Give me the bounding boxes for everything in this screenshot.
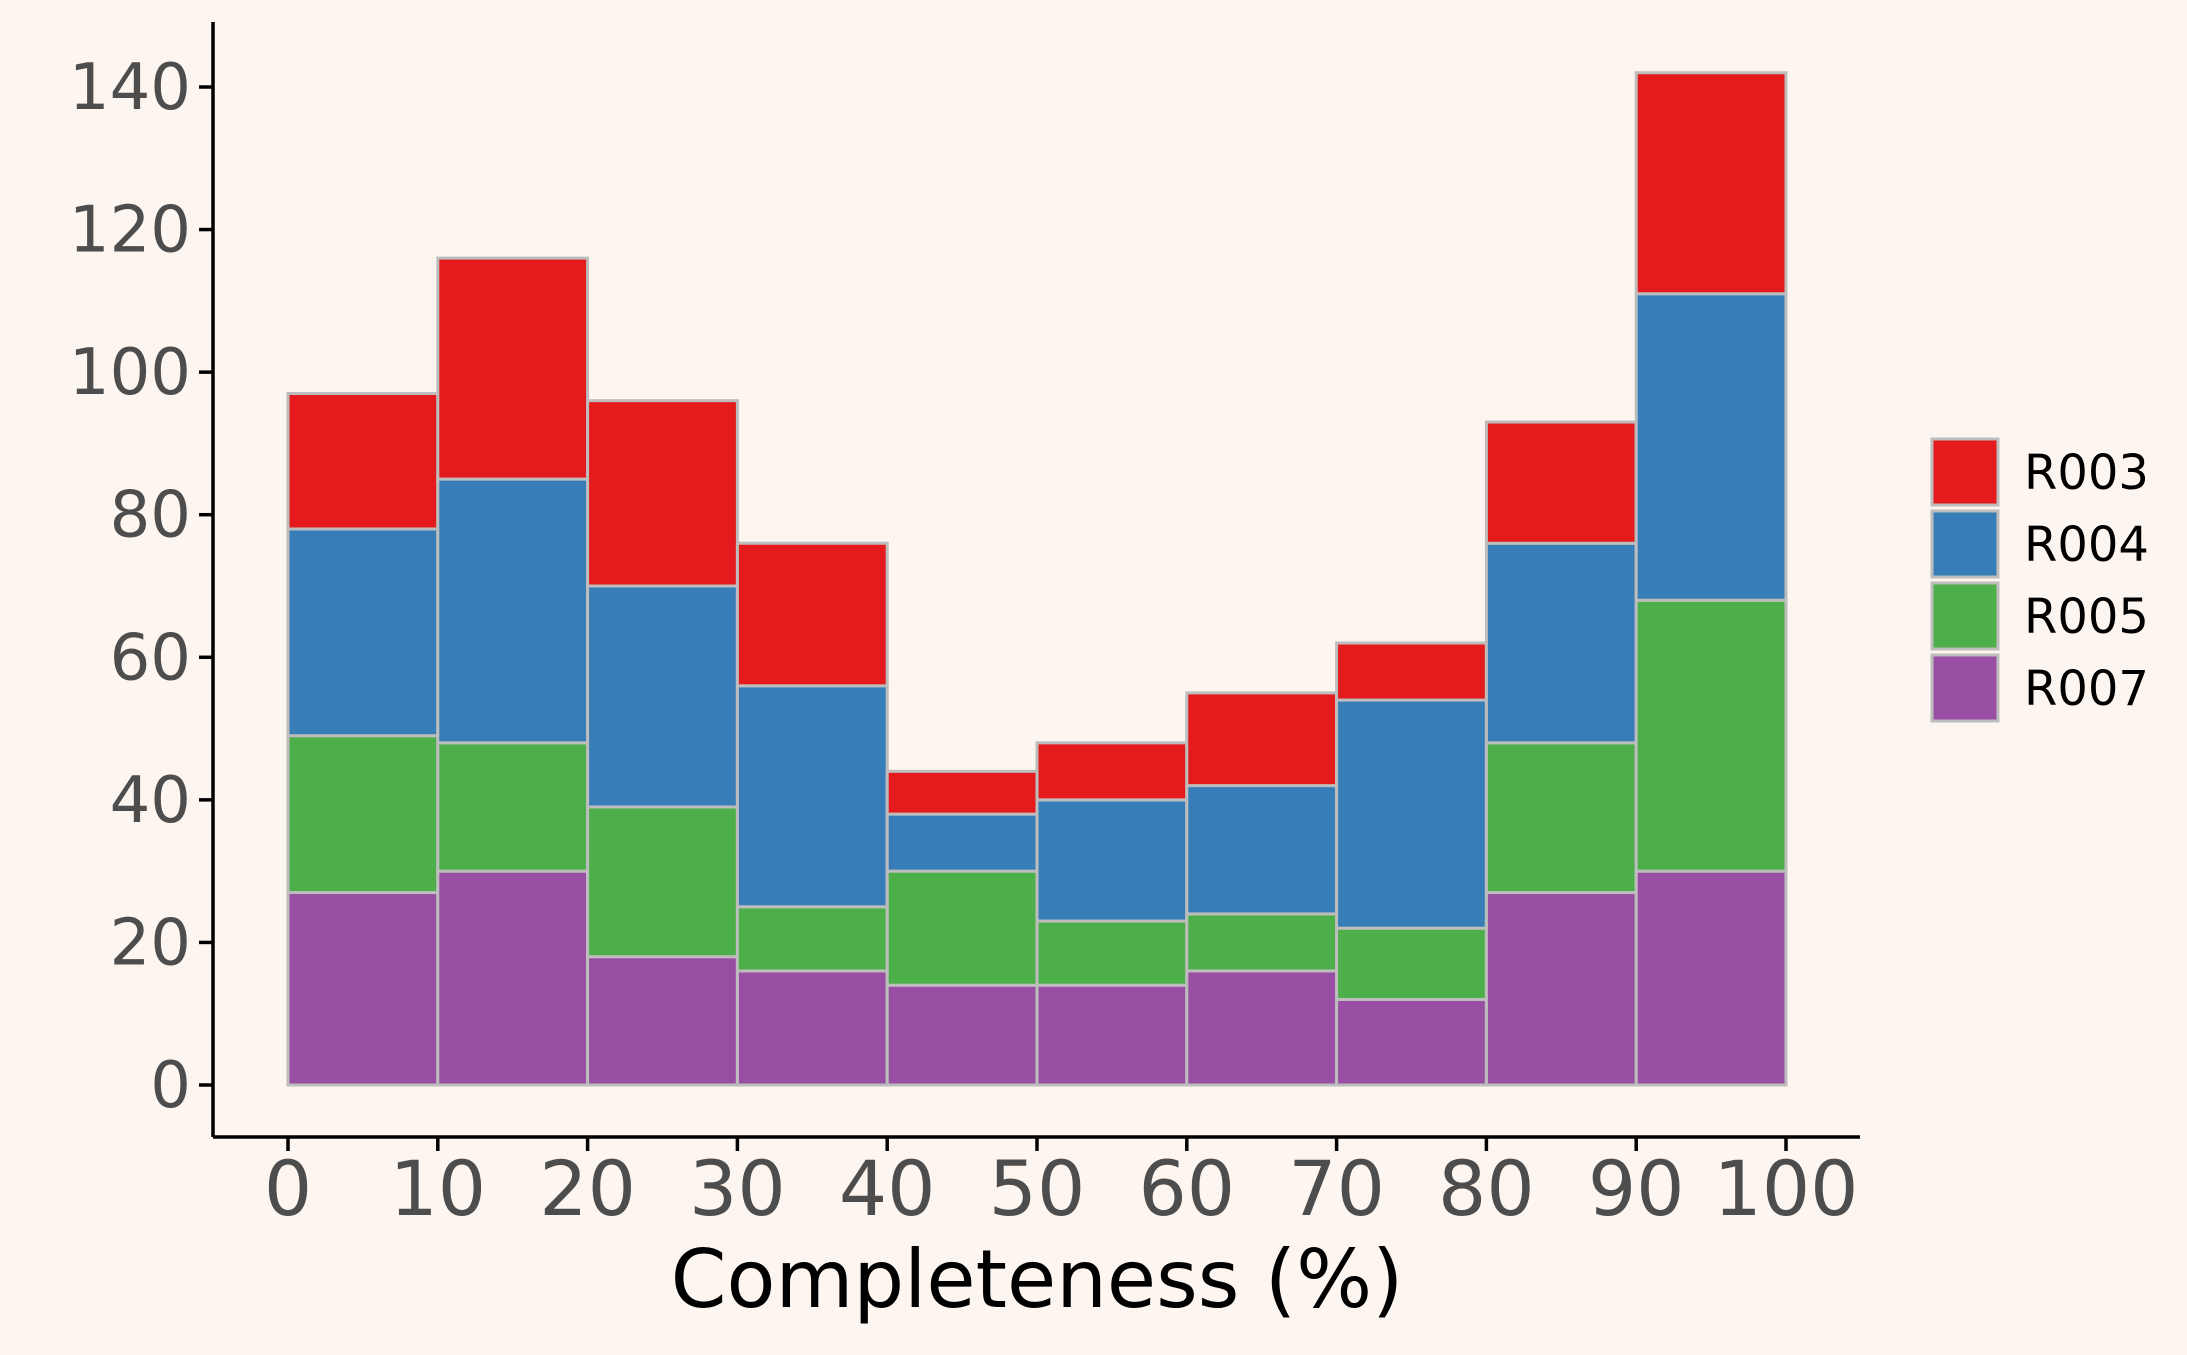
bar-r004-bin-2 (586, 584, 739, 809)
bar-r007-bin-2 (586, 955, 739, 1087)
bar-r003-bin-2 (586, 399, 739, 588)
bar-r004-bin-5 (1035, 798, 1189, 923)
x-tick-label-80: 80 (1438, 1144, 1535, 1233)
bar-r004-bin-7 (1335, 698, 1488, 930)
bar-r003-bin-0 (286, 392, 440, 531)
bar-r007-bin-1 (436, 869, 590, 1087)
x-tick-label-100: 100 (1713, 1144, 1858, 1233)
y-tick-label-40: 40 (110, 764, 191, 838)
bar-r004-bin-4 (885, 812, 1039, 873)
legend-label-r004: R004 (2024, 517, 2149, 573)
bar-r005-bin-1 (436, 741, 590, 873)
y-tick-label-60: 60 (110, 621, 191, 695)
bar-r007-bin-9 (1634, 869, 1788, 1087)
bar-r005-bin-4 (885, 869, 1039, 987)
bar-r005-bin-3 (735, 905, 889, 973)
bar-r004-bin-3 (735, 684, 889, 909)
bar-r007-bin-7 (1335, 997, 1488, 1087)
bar-r003-bin-7 (1335, 641, 1488, 702)
bar-r005-bin-5 (1035, 919, 1189, 987)
bar-r005-bin-2 (586, 805, 739, 959)
axes-layer: 0 20 40 60 80 100 120 140 0 10 20 30 40 50 60 70 80 90 100 (69, 22, 1860, 1233)
legend-label-r005: R005 (2024, 589, 2149, 645)
bar-r004-bin-8 (1484, 541, 1638, 745)
bar-r007-bin-5 (1035, 983, 1189, 1087)
bar-r005-bin-7 (1335, 926, 1488, 1001)
legend-label-r007: R007 (2024, 661, 2149, 717)
bar-r007-bin-4 (885, 983, 1039, 1087)
bars-layer (286, 71, 1788, 1087)
bar-r003-bin-4 (885, 769, 1039, 816)
y-tick-label-120: 120 (69, 194, 191, 268)
bar-r004-bin-9 (1634, 292, 1788, 602)
y-tick-label-100: 100 (69, 336, 191, 410)
bar-r007-bin-3 (735, 969, 889, 1087)
x-tick-label-0: 0 (264, 1144, 312, 1233)
legend-key-r003 (1930, 437, 2000, 507)
bar-r003-bin-3 (735, 541, 889, 688)
x-tick-label-60: 60 (1138, 1144, 1235, 1233)
legend-label-r003: R003 (2024, 445, 2149, 501)
x-tick-label-40: 40 (839, 1144, 936, 1233)
bar-r007-bin-8 (1484, 891, 1638, 1087)
x-tick-label-70: 70 (1288, 1144, 1385, 1233)
legend-key-r004 (1930, 509, 2000, 579)
bar-r004-bin-6 (1185, 784, 1339, 916)
legend-key-r007 (1930, 653, 2000, 723)
x-axis-title: Completeness (%) (671, 1233, 1404, 1326)
bar-r004-bin-1 (436, 477, 590, 745)
bar-r005-bin-9 (1634, 598, 1788, 873)
y-tick-label-140: 140 (69, 51, 191, 125)
legend: R003 R004 R005 R007 (1930, 437, 2149, 723)
bar-r003-bin-1 (436, 256, 590, 481)
bar-r003-bin-5 (1035, 741, 1189, 802)
bar-r007-bin-0 (286, 891, 440, 1087)
y-tick-label-20: 20 (110, 906, 191, 980)
bar-r004-bin-0 (286, 527, 440, 738)
bar-r007-bin-6 (1185, 969, 1339, 1087)
x-tick-label-30: 30 (689, 1144, 786, 1233)
bar-r003-bin-8 (1484, 420, 1638, 545)
x-tick-label-90: 90 (1588, 1144, 1685, 1233)
bar-r005-bin-8 (1484, 741, 1638, 895)
x-tick-label-50: 50 (989, 1144, 1086, 1233)
x-tick-label-20: 20 (539, 1144, 636, 1233)
bar-r005-bin-6 (1185, 912, 1339, 973)
y-tick-label-0: 0 (150, 1049, 191, 1123)
bar-r003-bin-6 (1185, 691, 1339, 788)
bar-r005-bin-0 (286, 734, 440, 895)
y-tick-label-80: 80 (110, 479, 191, 553)
x-tick-label-10: 10 (389, 1144, 486, 1233)
bar-r003-bin-9 (1634, 71, 1788, 296)
legend-key-r005 (1930, 581, 2000, 651)
